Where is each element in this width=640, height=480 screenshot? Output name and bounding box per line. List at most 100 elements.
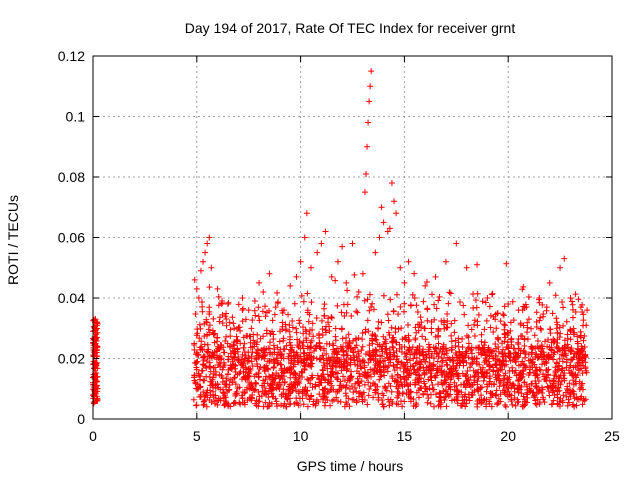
data-point-cloud [492,316,499,323]
data-point-cloud [203,373,210,380]
data-point-cloud [579,309,586,316]
data-point-cloud [222,337,229,344]
data-point [355,288,362,295]
data-point-cloud [405,383,412,390]
data-point-cloud [279,376,286,383]
data-point-cloud [247,333,254,340]
data-point-cloud [560,304,567,311]
data-point-cloud [206,284,213,291]
data-point-cloud [426,359,433,366]
data-point-cloud [244,358,251,365]
data-point-cloud [520,393,527,400]
data-point-cloud [380,369,387,376]
data-point-cloud [412,360,419,367]
data-point-cloud [327,380,334,387]
data-point-cloud [482,357,489,364]
data-point-cloud [536,354,543,361]
data-point-cloud [399,361,406,368]
data-point-cloud [428,329,435,336]
data-point-cloud [506,391,513,398]
data-point-cloud [464,345,471,352]
data-point-cloud [315,398,322,405]
data-point-cloud [509,298,516,305]
data-point-cloud [495,348,502,355]
data-point-cloud [262,303,269,310]
data-point-cloud [478,370,485,377]
data-point-cloud [220,344,227,351]
data-point-cloud [318,373,325,380]
data-point-cloud [505,352,512,359]
data-point-cloud [468,344,475,351]
data-point-cloud [397,374,404,381]
data-point-cloud [545,336,552,343]
data-point-cloud [479,399,486,406]
data-point-cloud [393,400,400,407]
data-point-cloud [274,289,281,296]
data-point [384,228,391,235]
data-point-cloud [446,289,453,296]
data-point-cloud [469,359,476,366]
data-point-cloud [415,375,422,382]
data-point-cloud [234,356,241,363]
data-point-cloud [337,398,344,405]
data-point-cloud [332,374,339,381]
data-point-cloud [551,349,558,356]
data-point-cloud [540,396,547,403]
data-point-cloud [210,374,217,381]
data-point-cloud [420,356,427,363]
data-point-cloud [206,322,213,329]
data-point [577,304,584,311]
data-point-cloud [398,398,405,405]
data-point-cloud [285,383,292,390]
data-point-cloud [353,308,360,315]
data-point-cloud [216,353,223,360]
data-point-cloud [480,377,487,384]
data-point-cloud [301,350,308,357]
data-point-cloud [471,387,478,394]
data-point-cloud [319,393,326,400]
data-point-cloud [395,311,402,318]
data-point-cloud [389,338,396,345]
data-point-cloud [412,335,419,342]
data-point [245,307,252,314]
data-point [359,270,366,277]
data-point-cloud [321,313,328,320]
data-point-cloud [203,364,210,371]
data-point-cloud [490,329,497,336]
x-tick-label: 20 [500,428,516,444]
data-point-cloud [394,371,401,378]
data-point-cloud [272,395,279,402]
data-point-cloud [295,376,302,383]
data-point-cloud [316,334,323,341]
data-point-cloud [286,401,293,408]
data-point-cloud [223,381,230,388]
data-point-cloud [336,358,343,365]
data-point-cloud [566,399,573,406]
data-point-cloud [508,396,515,403]
data-point-cloud [223,322,230,329]
data-point-cloud [553,325,560,332]
data-point-cloud [230,400,237,407]
data-point-cloud [583,369,590,376]
data-point-cloud [478,384,485,391]
data-point-cloud [300,330,307,337]
data-point-cloud [542,338,549,345]
data-point-cloud [532,397,539,404]
data-point-cloud [285,387,292,394]
data-point-cloud [196,376,203,383]
data-point-cloud [454,387,461,394]
data-point-cloud [515,341,522,348]
data-point-cloud [445,393,452,400]
data-point-cloud [454,370,461,377]
x-tick-label: 5 [193,428,201,444]
data-point-cloud [483,352,490,359]
data-point [200,258,207,265]
data-point-cloud [359,343,366,350]
data-point-cloud [399,403,406,410]
data-point-cloud [226,319,233,326]
data-point-cloud [305,361,312,368]
data-point-cloud [512,367,519,374]
data-point-cloud [445,383,452,390]
data-point-cloud [560,372,567,379]
data-point-cloud [525,357,532,364]
